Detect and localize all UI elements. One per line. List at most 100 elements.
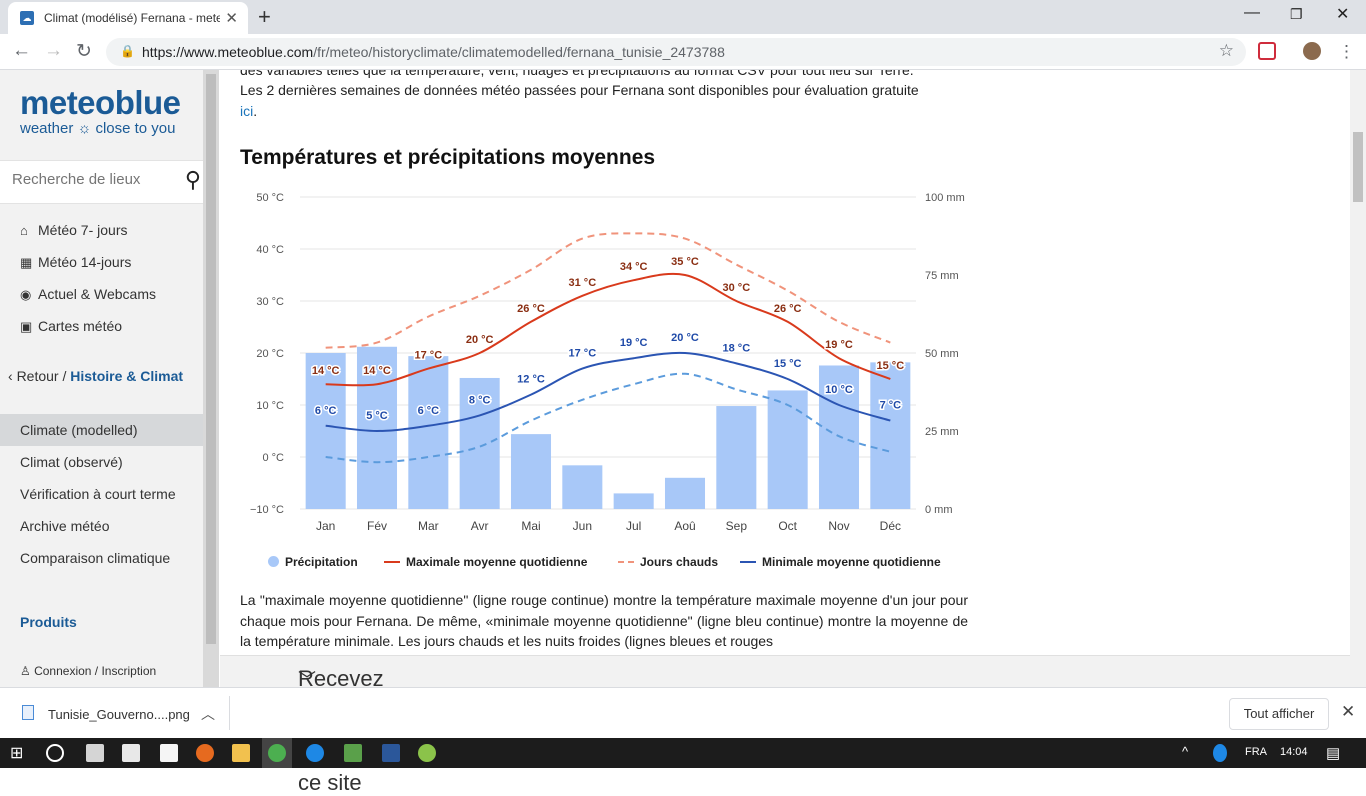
month-label: Oct bbox=[778, 519, 797, 533]
sidebar-scroll-thumb[interactable] bbox=[206, 74, 216, 644]
max-temp-label: 30 °C bbox=[723, 282, 751, 294]
search-input[interactable] bbox=[12, 171, 162, 188]
sidebar-item-climat-observe[interactable]: Climat (observé) bbox=[20, 454, 123, 470]
temperature-axis: −10 °C 0 °C 10 °C 20 °C 30 °C 40 °C 50 °C bbox=[250, 192, 284, 516]
download-item[interactable]: Tunisie_Gouverno....png ︿ bbox=[10, 696, 230, 730]
location-search: ⚲ bbox=[0, 160, 203, 204]
firefox-icon[interactable] bbox=[196, 744, 214, 762]
min-temp-label: 17 °C bbox=[569, 348, 597, 360]
cortana-icon[interactable] bbox=[46, 744, 64, 762]
document-icon[interactable] bbox=[160, 744, 178, 762]
chevron-up-icon[interactable]: ︿ bbox=[201, 706, 215, 722]
mail-icon[interactable] bbox=[122, 744, 140, 762]
app-icon-2[interactable] bbox=[344, 744, 362, 762]
user-icon: ♙ bbox=[20, 664, 35, 678]
file-explorer-icon[interactable] bbox=[232, 744, 250, 762]
clock[interactable]: 14:04 bbox=[1280, 746, 1308, 758]
download-filename: Tunisie_Gouverno....png bbox=[48, 707, 190, 722]
sidebar-item-comparaison[interactable]: Comparaison climatique bbox=[20, 550, 171, 566]
bookmark-star-icon[interactable]: ☆ bbox=[1218, 41, 1234, 60]
precip-tick-label: 75 mm bbox=[925, 270, 959, 282]
restore-icon[interactable]: ❐ bbox=[1290, 6, 1303, 22]
month-axis: Jan Fév Mar Avr Mai Jun Jul Aoû Sep Oct Nov Déc bbox=[316, 519, 901, 533]
minimize-icon[interactable]: — bbox=[1244, 4, 1260, 21]
tray-chevron-icon[interactable]: ^ bbox=[1182, 744, 1189, 759]
temp-tick-label: −10 °C bbox=[250, 504, 284, 516]
notifications-icon[interactable]: ▤ bbox=[1326, 745, 1341, 762]
back-to-history[interactable]: ‹ Retour / Histoire & Climat bbox=[8, 368, 184, 384]
reload-icon[interactable]: ↻ bbox=[76, 41, 92, 62]
month-label: Mai bbox=[521, 519, 540, 533]
show-all-button[interactable]: Tout afficher bbox=[1229, 698, 1329, 730]
back-arrow-icon[interactable]: ← bbox=[12, 40, 31, 61]
tab-strip: ☁ Climat (modélisé) Fernana - mete ✕ + —… bbox=[0, 0, 1366, 34]
precip-bar bbox=[664, 477, 706, 509]
cold-nights-line bbox=[325, 372, 891, 464]
precip-bar bbox=[356, 346, 398, 509]
close-tab-icon[interactable]: ✕ bbox=[225, 10, 238, 27]
precip-tick-label: 50 mm bbox=[925, 348, 959, 360]
legend-max[interactable]: Maximale moyenne quotidienne bbox=[384, 555, 587, 569]
sidebar-item-archive[interactable]: Archive météo bbox=[20, 518, 110, 534]
word-icon[interactable] bbox=[382, 744, 400, 762]
precip-bar bbox=[767, 390, 808, 509]
menu-dots-icon[interactable]: ⋮ bbox=[1338, 42, 1355, 61]
new-tab-icon[interactable]: + bbox=[258, 4, 271, 29]
sidebar-item-webcams[interactable]: ◉ Actuel & Webcams bbox=[20, 286, 157, 302]
login-link[interactable]: ♙ Connexion / Inscription bbox=[20, 664, 157, 678]
windows-taskbar: ⊞ ^ FRA 14:04 ▤ bbox=[0, 738, 1366, 768]
month-label: Fév bbox=[367, 519, 387, 533]
legend-precip[interactable]: Précipitation bbox=[268, 555, 358, 569]
precip-bar bbox=[716, 406, 757, 509]
sidebar-item-cartes[interactable]: ▣ Cartes météo bbox=[20, 318, 123, 334]
precipitation-bars bbox=[305, 346, 911, 509]
main-scrollbar[interactable] bbox=[1350, 70, 1366, 687]
sidebar-item-meteo-7[interactable]: ⌂ Météo 7- jours bbox=[20, 222, 128, 238]
address-bar[interactable]: 🔒 https://www.meteoblue.com/fr/meteo/his… bbox=[106, 38, 1246, 66]
download-bar: Tunisie_Gouverno....png ︿ Tout afficher … bbox=[0, 687, 1366, 738]
intro-link[interactable]: ici bbox=[240, 102, 254, 119]
month-label: Avr bbox=[471, 519, 489, 533]
chevron-down-icon: ﹀ bbox=[298, 670, 316, 690]
sidebar-item-climate-modelled[interactable]: Climate (modelled) bbox=[0, 414, 203, 446]
browser-tab[interactable]: ☁ Climat (modélisé) Fernana - mete ✕ bbox=[8, 2, 248, 34]
window-close-icon[interactable]: ✕ bbox=[1336, 6, 1350, 23]
app-icon-3[interactable] bbox=[418, 744, 436, 762]
forward-arrow-icon[interactable]: → bbox=[44, 40, 63, 61]
min-temp-label: 5 °C bbox=[366, 410, 388, 422]
edge-icon[interactable] bbox=[306, 744, 324, 762]
legend-hot[interactable]: Jours chauds bbox=[618, 555, 718, 569]
windows-start-icon[interactable]: ⊞ bbox=[10, 745, 24, 762]
min-temp-label: 20 °C bbox=[671, 332, 699, 344]
precipitation-axis: 0 mm 25 mm 50 mm 75 mm 100 mm bbox=[925, 192, 965, 516]
legend-precip-swatch bbox=[268, 556, 279, 567]
app-icon-1[interactable] bbox=[86, 744, 104, 762]
intro-paragraph: Les 2 dernières semaines de données mété… bbox=[240, 82, 919, 119]
max-temp-label: 19 °C bbox=[825, 339, 853, 351]
description-paragraph: La "maximale moyenne quotidienne" (ligne… bbox=[240, 592, 969, 649]
map-icon: ▣ bbox=[20, 319, 33, 334]
sidebar-item-verification[interactable]: Vérification à court terme bbox=[20, 486, 176, 502]
sidebar-scrollbar[interactable] bbox=[203, 70, 219, 687]
chrome-icon[interactable] bbox=[268, 744, 286, 762]
meteoblue-logo[interactable]: meteoblue weather ☼ close to you bbox=[20, 84, 181, 137]
hot-days-line bbox=[325, 232, 891, 349]
close-downloads-icon[interactable]: ✕ bbox=[1341, 702, 1356, 721]
bluetooth-icon[interactable] bbox=[1213, 744, 1227, 762]
products-heading[interactable]: Produits bbox=[20, 614, 77, 630]
sidebar-item-meteo-14[interactable]: ▦ Météo 14-jours bbox=[20, 254, 132, 270]
profile-avatar[interactable] bbox=[1303, 42, 1321, 60]
extension-icon[interactable] bbox=[1258, 42, 1276, 60]
calendar-14-icon: ▦ bbox=[20, 255, 33, 270]
url-text: https://www.meteoblue.com/fr/meteo/histo… bbox=[142, 44, 725, 60]
main-content: des variables telles que la température,… bbox=[220, 70, 1350, 687]
legend-min-swatch bbox=[740, 561, 756, 563]
main-scroll-thumb[interactable] bbox=[1353, 132, 1363, 202]
month-label: Aoû bbox=[674, 519, 695, 533]
home-icon: ⌂ bbox=[20, 223, 28, 238]
precip-bar bbox=[305, 353, 346, 509]
legend-min[interactable]: Minimale moyenne quotidienne bbox=[740, 555, 941, 569]
access-banner[interactable]: Recevez un accès illimité à ce site ﹀ bbox=[220, 655, 1350, 795]
search-icon[interactable]: ⚲ bbox=[184, 167, 201, 192]
input-language[interactable]: FRA bbox=[1245, 746, 1267, 758]
